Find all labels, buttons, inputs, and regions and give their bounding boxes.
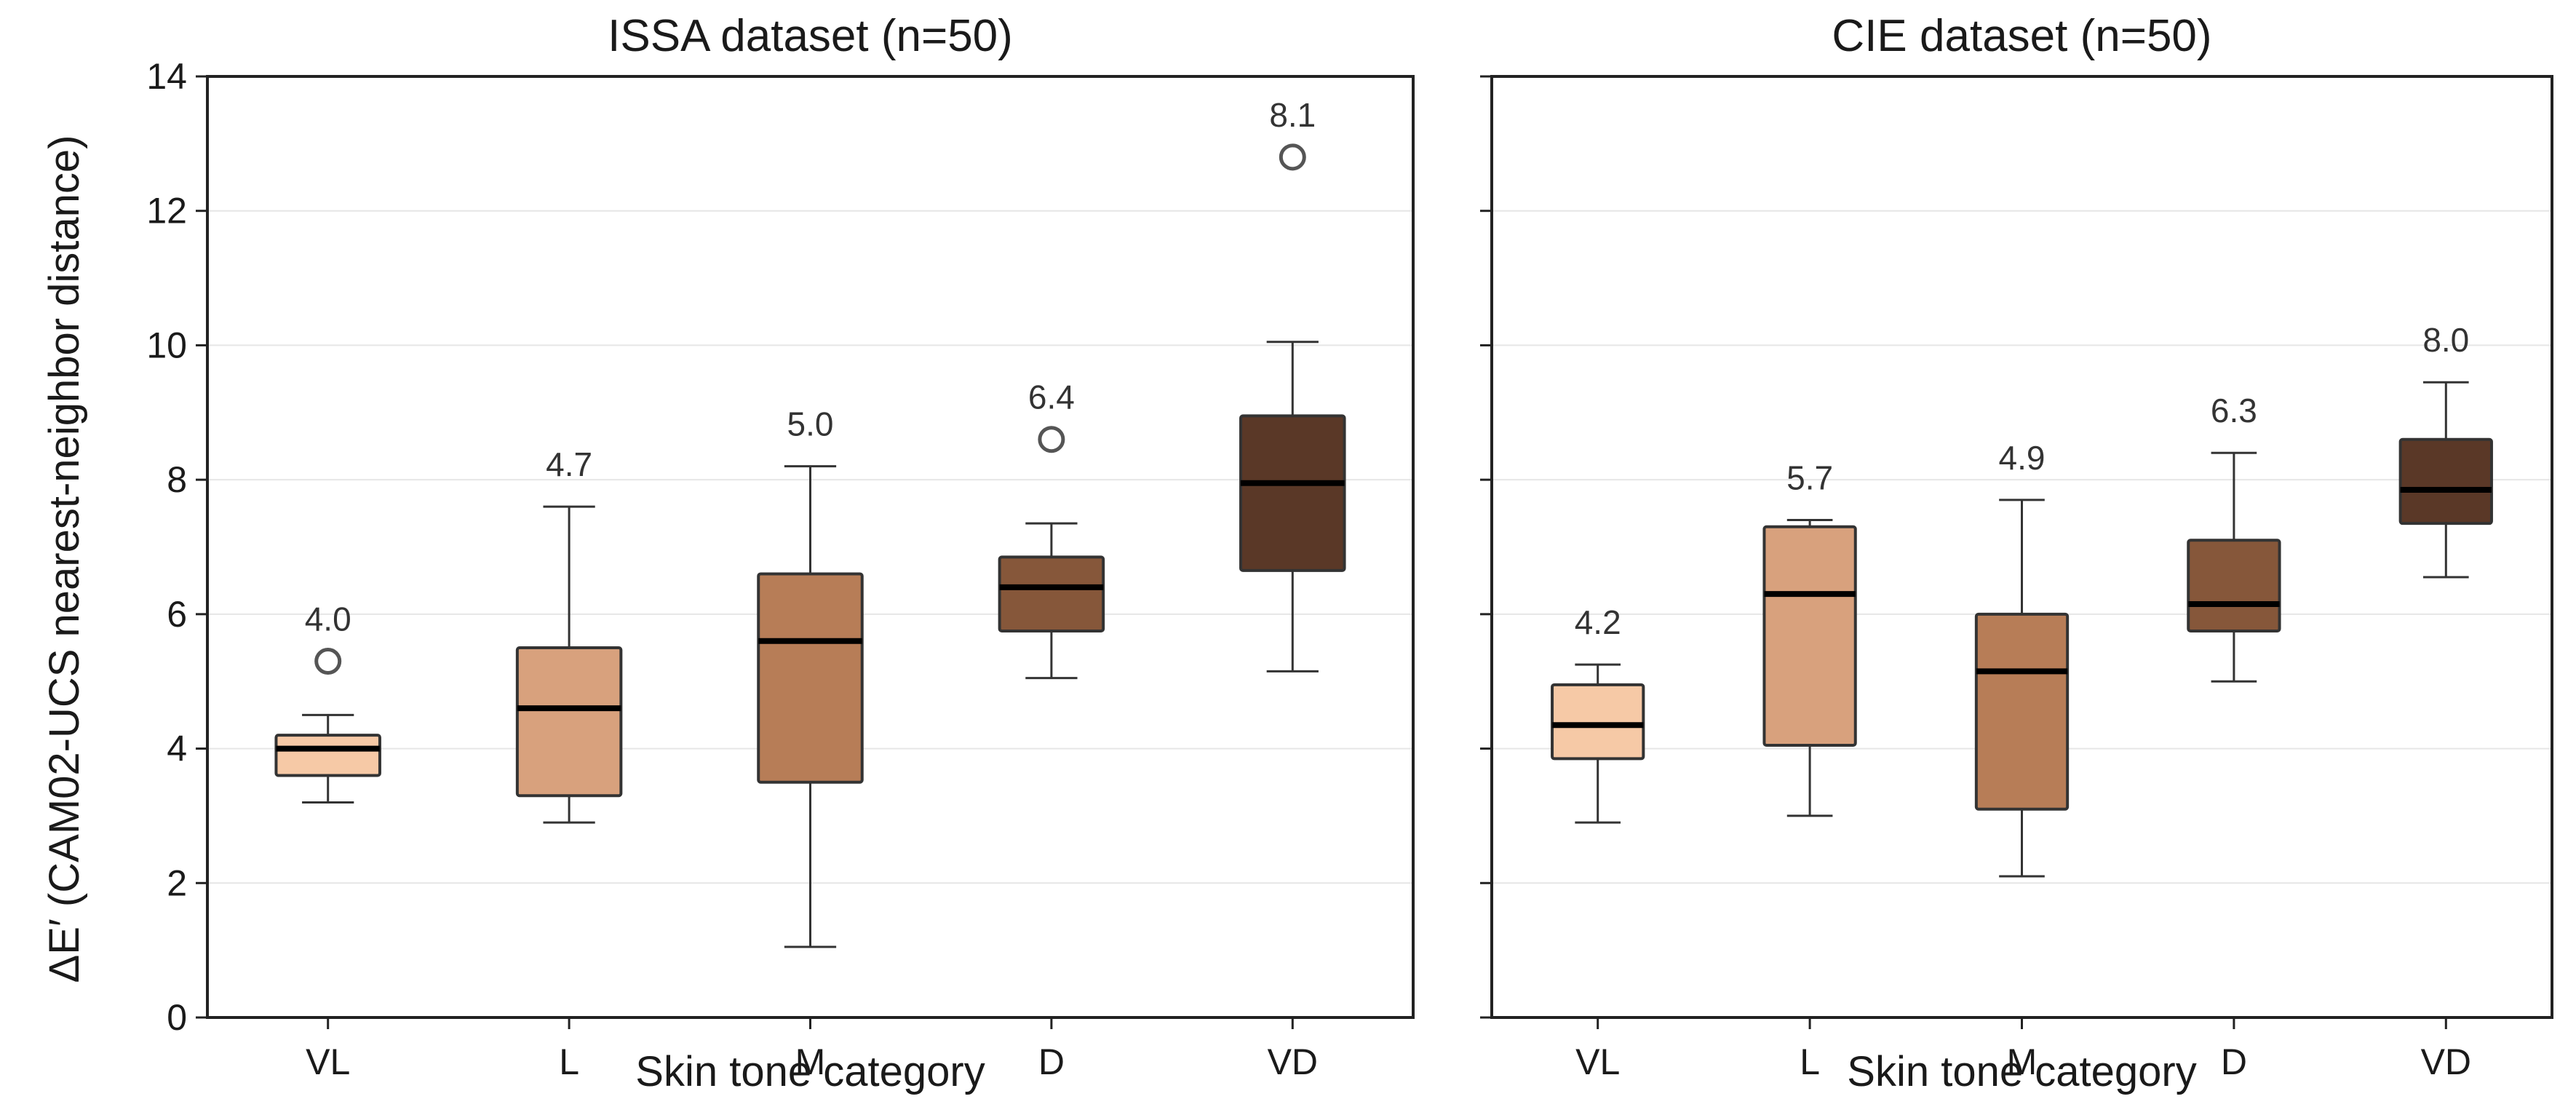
box-VL [274, 734, 381, 777]
mean-annotation: 8.0 [2422, 321, 2469, 359]
box-VD [1239, 414, 1346, 572]
x-tick-label: VL [1575, 1042, 1620, 1082]
plot-frame [206, 75, 1415, 1019]
mean-annotation: 4.7 [546, 445, 592, 483]
mean-annotation: 4.0 [305, 600, 351, 638]
panel-title: CIE dataset (n=50) [1832, 11, 2211, 61]
x-tick-label: M [2007, 1042, 2038, 1082]
x-tick-label: D [2221, 1042, 2247, 1082]
x-tick-label: VD [1268, 1042, 1318, 1082]
box-M [757, 572, 864, 784]
y-tick-label: 8 [167, 459, 187, 500]
y-tick-label: 0 [167, 997, 187, 1038]
mean-annotation: 5.7 [1786, 459, 1833, 497]
mean-annotation: 4.2 [1575, 603, 1621, 641]
y-tick-label: 14 [146, 56, 187, 97]
box-D [2187, 539, 2281, 632]
mean-annotation: 4.9 [1999, 439, 2046, 477]
panel-title: ISSA dataset (n=50) [608, 11, 1013, 61]
y-tick-label: 6 [167, 594, 187, 635]
mean-annotation: 6.4 [1028, 378, 1075, 416]
outlier-point [1038, 426, 1065, 453]
panel-issa: 0 2 4 6 8 10 12 14 4.0 VL 4.7 L 5.0 M 6.4 D 8.1 VD ISSA da… [146, 11, 1415, 1095]
y-tick-label: 2 [167, 862, 187, 903]
box-D [998, 555, 1105, 632]
x-axis-label: Skin tone category [1847, 1048, 2196, 1095]
box-VD [2398, 437, 2493, 525]
x-tick-label: L [1800, 1042, 1820, 1082]
x-tick-label: VD [2421, 1042, 2471, 1082]
y-tick-label: 12 [146, 191, 187, 231]
outlier-point [314, 648, 342, 675]
y-tick-label: 10 [146, 325, 187, 365]
box-VL [1551, 683, 1645, 761]
box-M [1974, 612, 2070, 811]
box-L [1762, 525, 1857, 747]
panel-cie: 4.2 VL 5.7 L 4.9 M 6.3 D 8.0 VD CIE dataset (n=50)… [1480, 11, 2553, 1095]
x-tick-label: L [559, 1042, 579, 1082]
y-tick-label: 4 [167, 729, 187, 769]
y-axis-label: ΔE′ (CAM02-UCS nearest-neighbor distance… [41, 135, 88, 983]
mean-annotation: 5.0 [787, 405, 834, 443]
outlier-point [1279, 143, 1306, 171]
x-tick-label: M [795, 1042, 826, 1082]
x-tick-label: VL [306, 1042, 350, 1082]
mean-annotation: 8.1 [1269, 96, 1316, 134]
plot-frame [1490, 75, 2553, 1019]
mean-annotation: 6.3 [2211, 392, 2257, 429]
x-axis-label: Skin tone category [635, 1048, 985, 1095]
box-L [515, 646, 623, 798]
x-tick-label: D [1038, 1042, 1065, 1082]
